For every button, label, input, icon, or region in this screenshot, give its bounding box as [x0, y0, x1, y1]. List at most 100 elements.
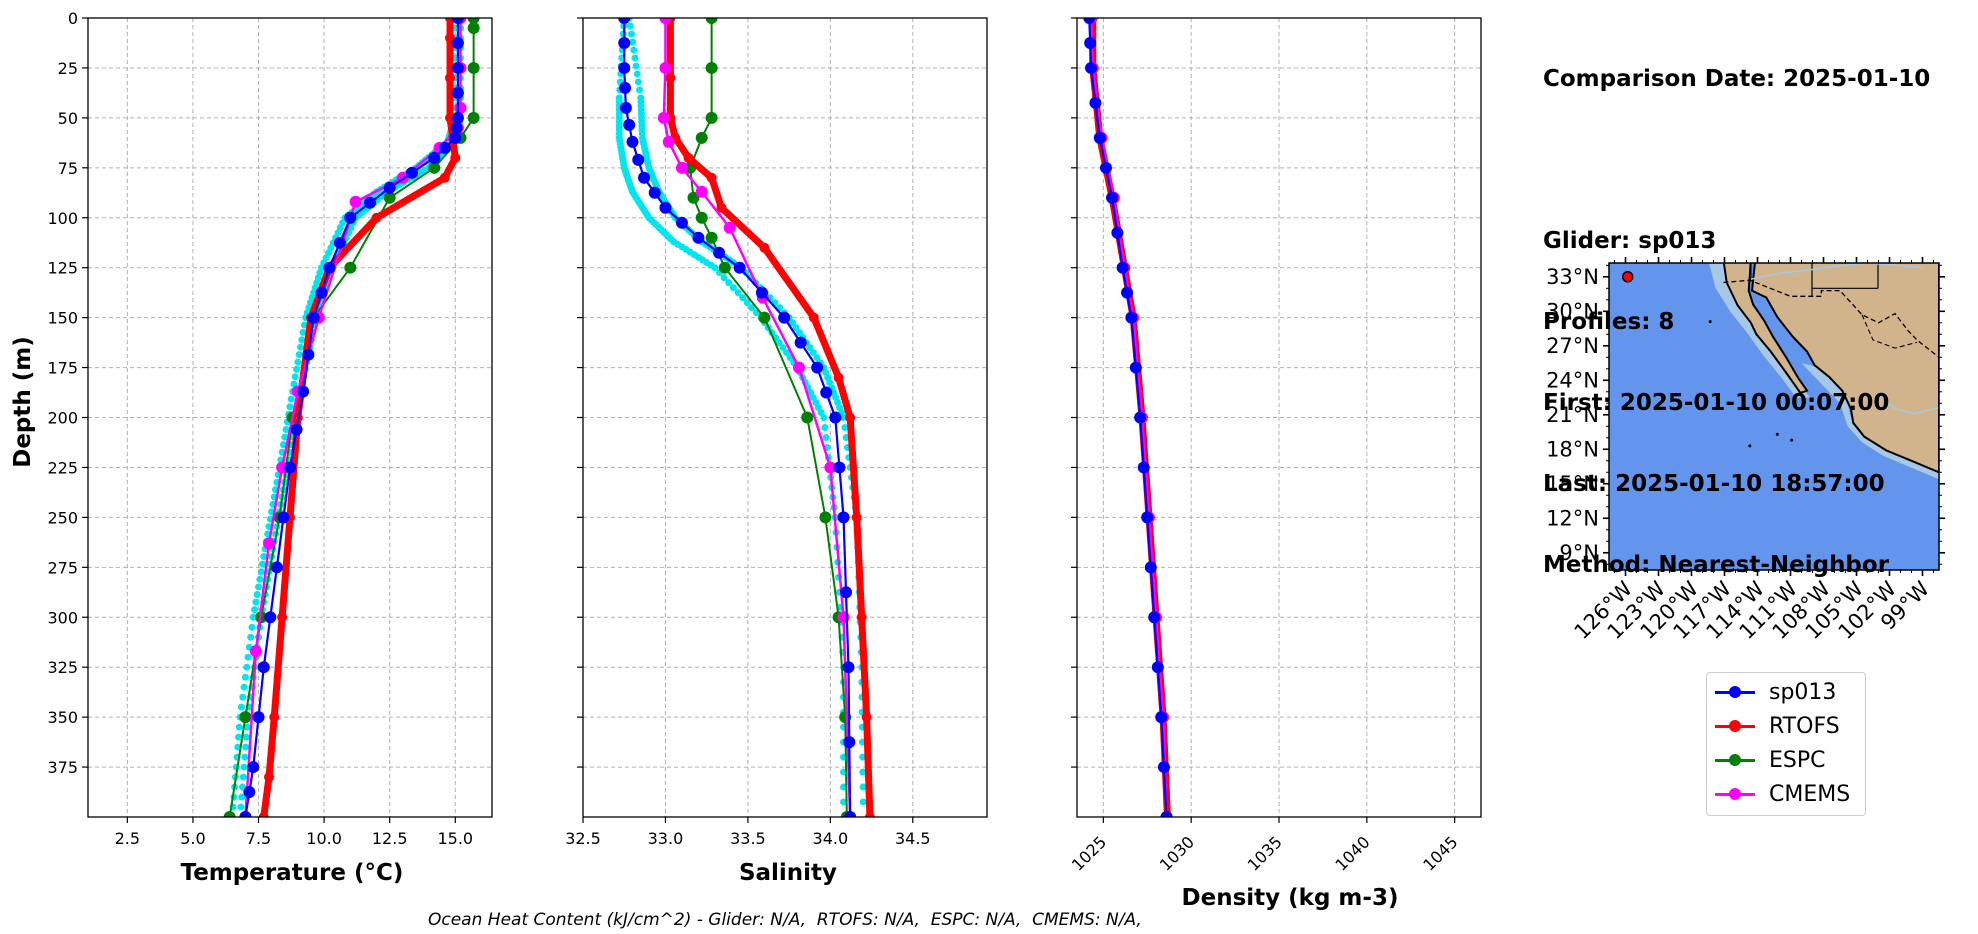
- glider-raw-point: [279, 441, 287, 449]
- glider-raw-point: [243, 723, 251, 731]
- series-point-sp013: [451, 111, 464, 124]
- glider-raw-point: [293, 365, 301, 373]
- x-tick-label: 5.0: [180, 829, 205, 848]
- series-point-rtofs: [683, 152, 694, 163]
- series-point-cmems: [349, 195, 362, 208]
- glider-raw-point: [789, 319, 797, 327]
- glider-raw-point: [251, 606, 259, 614]
- series-point-espc: [467, 21, 480, 34]
- legend-item-rtofs: RTOFS: [1715, 711, 1840, 741]
- series-point-rtofs: [716, 202, 727, 213]
- series-point-sp013: [1148, 611, 1161, 624]
- x-tick-label: 33.0: [648, 829, 684, 848]
- series-point-sp013: [252, 711, 265, 724]
- x-tick-label: 1030: [1156, 832, 1198, 874]
- y-tick-label: 350: [47, 708, 78, 727]
- last-time: Last: 2025-01-10 18:57:00: [1543, 471, 1885, 497]
- river: [1750, 263, 1923, 280]
- series-point-rtofs: [264, 772, 275, 783]
- glider-raw-point: [257, 568, 265, 576]
- x-tick-label: 1045: [1419, 832, 1461, 874]
- series-point-sp013: [364, 196, 377, 209]
- map-content: [1609, 263, 1939, 570]
- series-point-sp013: [1137, 461, 1150, 474]
- glider-name: Glider: sp013: [1543, 228, 1717, 254]
- glider-raw-point: [290, 380, 298, 388]
- profile-count: Profiles: 8: [1543, 309, 1675, 335]
- x-tick-label: 7.5: [246, 829, 271, 848]
- temperature-axis-label: Temperature (°C): [181, 860, 404, 886]
- glider-raw-point: [813, 354, 821, 362]
- glider-raw-point: [235, 723, 243, 731]
- legend-item-sp013: sp013: [1715, 677, 1836, 707]
- series-point-sp013: [277, 511, 290, 524]
- map-frame: [1608, 262, 1940, 571]
- x-tick-label: 32.5: [565, 829, 601, 848]
- glider-raw-point: [242, 743, 250, 751]
- series-point-sp013: [315, 286, 328, 299]
- island: [1775, 432, 1779, 436]
- series-point-sp013: [383, 181, 396, 194]
- legend-swatch: [1715, 753, 1755, 766]
- series-point-sp013: [297, 385, 310, 398]
- series-point-sp013: [405, 166, 418, 179]
- y-tick-label: 125: [47, 259, 78, 278]
- series-point-sp013: [692, 231, 705, 244]
- series-point-sp013: [270, 561, 283, 574]
- y-tick-label: 200: [47, 409, 78, 428]
- y-tick-label: 325: [47, 658, 78, 677]
- glider-raw-point: [629, 38, 637, 46]
- series-point-rtofs: [269, 712, 280, 723]
- series-point-sp013: [1151, 661, 1164, 674]
- y-tick-label: 300: [47, 608, 78, 627]
- lat-tick-label: 12°N: [1546, 506, 1599, 530]
- x-tick-label: 1035: [1244, 832, 1286, 874]
- x-tick-label: 2.5: [115, 829, 140, 848]
- glider-raw-point: [630, 46, 638, 54]
- glider-raw-point: [258, 560, 266, 568]
- lat-tick-label: 27°N: [1546, 334, 1599, 358]
- series-point-rtofs: [759, 242, 770, 253]
- series-point-rtofs: [864, 812, 875, 817]
- legend-label: RTOFS: [1769, 713, 1840, 739]
- x-tick-label: 34.0: [813, 829, 849, 848]
- series-point-rtofs: [665, 72, 676, 83]
- x-tick-label: 12.5: [372, 829, 408, 848]
- x-tick-label: 33.5: [730, 829, 766, 848]
- series-point-rtofs: [861, 712, 872, 723]
- glider-raw-point: [782, 349, 790, 357]
- method: Method: Nearest-Neighbor: [1543, 552, 1890, 578]
- series-group: [1083, 18, 1173, 817]
- series-point-rtofs: [445, 72, 456, 83]
- series-point-sp013: [842, 661, 855, 674]
- series-point-espc: [467, 111, 480, 124]
- series-point-sp013: [675, 216, 688, 229]
- series-point-sp013: [438, 141, 451, 154]
- series-point-cmems: [659, 61, 672, 74]
- salinity-axis-label: Salinity: [739, 860, 837, 886]
- series-point-sp013: [618, 61, 631, 74]
- lat-tick-label: 18°N: [1546, 437, 1599, 461]
- series-point-sp013: [1093, 131, 1106, 144]
- axes-frame: [582, 17, 988, 818]
- border-us-mexico: [1723, 279, 1939, 358]
- lat-tick-label: 30°N: [1546, 299, 1599, 323]
- x-tick-label: 34.5: [895, 829, 931, 848]
- series-point-sp013: [618, 18, 631, 24]
- series-point-espc: [239, 711, 252, 724]
- series-point-espc: [705, 231, 718, 244]
- series-line-espc: [228, 18, 475, 817]
- glider-raw-point: [840, 798, 848, 806]
- comparison-date: Comparison Date: 2025-01-10: [1543, 66, 1931, 92]
- series-point-sp013: [1157, 761, 1170, 774]
- series-point-espc: [223, 811, 236, 817]
- series-point-cmems: [793, 361, 806, 374]
- axes-frame: [87, 17, 493, 818]
- legend-marker: [1729, 719, 1741, 732]
- glider-raw-point: [840, 414, 848, 421]
- glider-raw-point: [748, 304, 756, 312]
- glider-raw-point: [244, 653, 252, 661]
- y-tick-label: 100: [47, 209, 78, 228]
- series-point-sp013: [843, 736, 856, 749]
